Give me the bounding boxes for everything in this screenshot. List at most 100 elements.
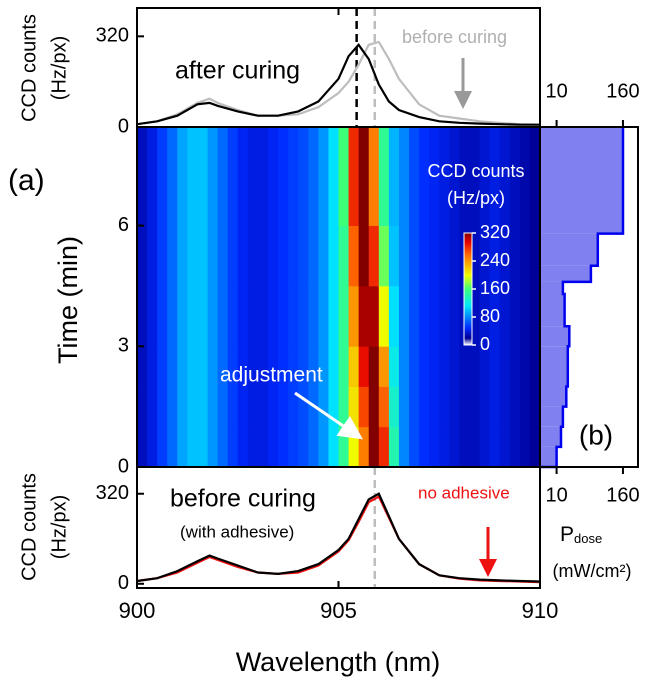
heat-cell bbox=[358, 225, 370, 287]
annotation: no adhesive bbox=[418, 483, 510, 502]
heat-cell bbox=[479, 346, 491, 387]
series-line bbox=[137, 492, 540, 583]
heat-cell bbox=[318, 285, 329, 347]
heat-cell bbox=[499, 346, 511, 387]
annotation: (with adhesive) bbox=[180, 522, 294, 541]
heat-cell bbox=[177, 386, 188, 428]
colorbar-tick-label: 0 bbox=[480, 334, 490, 354]
heat-cell bbox=[137, 225, 148, 287]
x-axis-unit: (mW/cm²) bbox=[553, 561, 632, 581]
heat-cell bbox=[388, 426, 400, 468]
heat-cell bbox=[469, 225, 480, 287]
heat-cell bbox=[227, 346, 239, 387]
heat-cell bbox=[368, 285, 380, 347]
y-tick-label: 6 bbox=[118, 214, 129, 236]
heat-cell bbox=[459, 127, 470, 226]
heat-cell bbox=[227, 225, 239, 287]
heat-cell bbox=[207, 127, 218, 226]
heat-cell bbox=[469, 346, 480, 387]
heat-cell bbox=[167, 426, 178, 468]
heat-cell bbox=[147, 346, 158, 387]
heat-cell bbox=[358, 127, 370, 226]
heat-cell bbox=[419, 386, 430, 428]
panel-label: (b) bbox=[579, 419, 613, 450]
heat-cell bbox=[227, 127, 239, 226]
heat-cell bbox=[247, 225, 259, 287]
heat-cell bbox=[338, 285, 349, 347]
heat-cell bbox=[147, 285, 158, 347]
heat-cell bbox=[298, 285, 309, 347]
heat-cell bbox=[378, 127, 390, 226]
heat-cell bbox=[509, 285, 521, 347]
heat-cell bbox=[479, 127, 491, 226]
heat-cell bbox=[227, 386, 239, 428]
heat-cell bbox=[278, 386, 289, 428]
heat-cell bbox=[288, 225, 299, 287]
heat-cell bbox=[368, 225, 380, 287]
heat-cell bbox=[348, 386, 360, 428]
x-tick-label: 900 bbox=[119, 598, 156, 623]
heat-cell bbox=[439, 127, 450, 226]
heat-cell bbox=[187, 225, 198, 287]
heat-cell bbox=[509, 127, 521, 226]
heat-cell bbox=[318, 426, 329, 468]
heat-cell bbox=[257, 386, 269, 428]
heat-cell bbox=[217, 285, 229, 347]
heat-cell bbox=[368, 426, 380, 468]
dose-outline bbox=[540, 127, 625, 469]
heat-cell bbox=[217, 225, 229, 287]
heat-cell bbox=[308, 285, 319, 347]
heat-cell bbox=[197, 346, 208, 387]
heat-cell bbox=[167, 127, 178, 226]
heat-cell bbox=[207, 426, 218, 468]
heat-cell bbox=[267, 225, 279, 287]
y-tick-label: 3 bbox=[118, 335, 129, 357]
heat-cell bbox=[409, 386, 420, 428]
heat-cell bbox=[338, 346, 349, 387]
heat-cell bbox=[267, 127, 279, 226]
heat-cell bbox=[167, 225, 178, 287]
heat-cell bbox=[519, 225, 531, 287]
heat-cell bbox=[157, 426, 168, 468]
heat-cell bbox=[187, 346, 198, 387]
heat-cell bbox=[529, 127, 541, 226]
colorbar-tick-label: 320 bbox=[480, 222, 510, 242]
heat-cell bbox=[217, 386, 229, 428]
x-tick-label: 160 bbox=[606, 80, 639, 102]
heat-cell bbox=[247, 426, 259, 468]
heat-cell bbox=[328, 386, 339, 428]
heat-cell bbox=[429, 127, 440, 226]
heat-cell bbox=[328, 426, 339, 468]
heat-cell bbox=[519, 285, 531, 347]
y-axis-label: CCD counts bbox=[18, 14, 40, 122]
heat-cell bbox=[298, 386, 309, 428]
heat-cell bbox=[157, 225, 168, 287]
heat-cell bbox=[509, 225, 521, 287]
heat-cell bbox=[207, 225, 218, 287]
dose-frame bbox=[539, 126, 639, 468]
heat-cell bbox=[419, 285, 430, 347]
heat-cell bbox=[509, 426, 521, 468]
heat-cell bbox=[439, 386, 450, 428]
heat-cell bbox=[308, 127, 319, 226]
heat-cell bbox=[449, 127, 460, 226]
x-axis-label: Pdose bbox=[560, 523, 602, 547]
heat-cell bbox=[288, 346, 299, 387]
heat-cell bbox=[237, 127, 249, 226]
heat-cell bbox=[519, 127, 531, 226]
heat-cell bbox=[378, 285, 390, 347]
heat-cell bbox=[449, 426, 460, 468]
heat-cell bbox=[479, 426, 491, 468]
heat-cell bbox=[388, 346, 400, 387]
y-axis-label: (Hz/px) bbox=[48, 495, 70, 559]
heat-cell bbox=[338, 127, 349, 226]
heat-cell bbox=[348, 346, 360, 387]
heat-cell bbox=[419, 346, 430, 387]
heat-cell bbox=[489, 426, 501, 468]
heat-cell bbox=[479, 386, 491, 428]
heat-cell bbox=[338, 426, 349, 468]
dose-bar bbox=[540, 265, 591, 282]
dose-bar bbox=[540, 406, 563, 427]
heat-cell bbox=[348, 426, 360, 468]
heat-cell bbox=[257, 426, 269, 468]
